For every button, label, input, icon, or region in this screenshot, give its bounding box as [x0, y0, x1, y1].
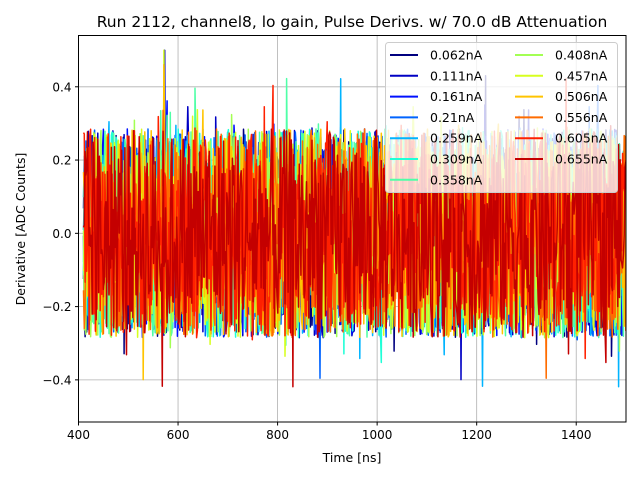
x-tick-label: 400	[67, 428, 90, 442]
legend-label: 0.457nA	[555, 68, 608, 83]
x-tick-label: 600	[167, 428, 190, 442]
x-tick-label: 1400	[561, 428, 592, 442]
legend-label: 0.111nA	[430, 68, 483, 83]
legend-label: 0.309nA	[430, 152, 483, 167]
legend-label: 0.605nA	[555, 131, 608, 146]
y-axis-label: Derivative [ADC Counts]	[13, 153, 28, 306]
legend-label: 0.506nA	[555, 89, 608, 104]
legend-box	[385, 42, 618, 193]
legend-label: 0.655nA	[555, 152, 608, 167]
y-tick-label: −0.4	[42, 373, 71, 387]
axis-ticks: 400 600 800 1000 1200 1400 −0.4 −0.2 0.0 0.2 0.4	[42, 80, 591, 442]
series-line-0.655nA	[82, 125, 626, 388]
legend-label: 0.408nA	[555, 48, 608, 63]
x-tick-label: 1200	[461, 428, 492, 442]
y-tick-label: 0.0	[52, 227, 71, 241]
legend-label: 0.556nA	[555, 110, 608, 125]
x-tick-label: 1000	[362, 428, 393, 442]
y-tick-label: 0.2	[52, 154, 71, 168]
x-tick-label: 800	[266, 428, 289, 442]
chart-title: Run 2112, channel8, lo gain, Pulse Deriv…	[97, 13, 608, 31]
legend-label: 0.259nA	[430, 131, 483, 146]
legend-label: 0.21nA	[430, 110, 475, 125]
plot-frame	[78, 35, 627, 423]
x-axis-label: Time [ns]	[322, 450, 382, 465]
legend-label: 0.358nA	[430, 172, 483, 187]
y-tick-label: 0.4	[52, 80, 71, 94]
legend-label: 0.062nA	[430, 48, 483, 63]
legend: 0.062nA 0.111nA 0.161nA 0.21nA 0.259nA 0.309n…	[385, 42, 618, 193]
legend-label: 0.161nA	[430, 89, 483, 104]
y-tick-label: −0.2	[42, 300, 71, 314]
